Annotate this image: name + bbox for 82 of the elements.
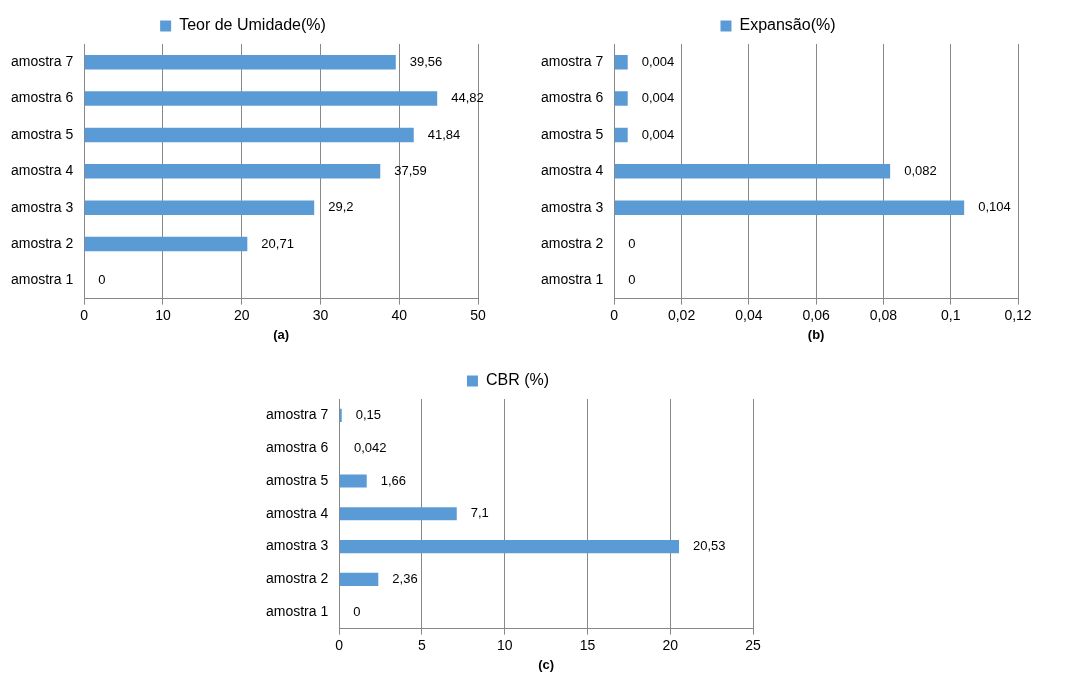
bar (84, 200, 315, 215)
data-label: 0 (628, 271, 636, 287)
data-label: 20,53 (693, 538, 726, 554)
y-tick-label: amostra 1 (541, 271, 604, 288)
bar (339, 540, 680, 554)
y-tick-label: amostra 2 (541, 234, 604, 251)
y-tick-label: amostra 6 (11, 89, 74, 106)
y-tick-label: amostra 7 (266, 406, 329, 423)
y-tick-label: amostra 6 (541, 89, 604, 106)
x-tick-label: 40 (391, 306, 408, 323)
y-tick-label: amostra 1 (11, 271, 74, 288)
data-label: 41,84 (427, 126, 461, 142)
x-tick-label: 20 (233, 306, 250, 323)
data-label: 0,004 (641, 126, 675, 142)
y-tick-label: amostra 7 (11, 53, 74, 70)
bar (614, 91, 628, 106)
data-label: 1,66 (380, 472, 407, 488)
bar (84, 91, 438, 106)
y-tick-label: amostra 4 (541, 162, 604, 179)
data-label: 0,042 (353, 439, 387, 455)
bar (84, 236, 248, 252)
x-tick-label: 0,04 (735, 306, 763, 323)
x-tick-label: 0,02 (667, 306, 696, 323)
bar (339, 572, 379, 586)
y-tick-label: amostra 2 (266, 570, 329, 587)
legend-label: CBR (%) (485, 371, 550, 389)
x-tick-label: 10 (155, 306, 171, 323)
bar (614, 164, 891, 179)
y-tick-label: amostra 1 (266, 603, 329, 620)
legend-label: Expansão(%) (739, 16, 836, 34)
y-tick-label: amostra 3 (266, 537, 329, 554)
x-tick-label: 30 (312, 306, 329, 323)
legend-label: Teor de Umidade(%) (179, 16, 326, 34)
y-tick-label: amostra 4 (266, 504, 329, 521)
data-label: 20,71 (261, 235, 294, 251)
x-tick-label: 0,1 (940, 306, 961, 323)
y-tick-label: amostra 5 (266, 471, 329, 488)
y-tick-label: amostra 7 (541, 53, 604, 70)
y-tick-label: amostra 2 (11, 234, 74, 251)
data-label: 0,004 (641, 53, 675, 69)
x-tick-label: 0,06 (802, 306, 830, 323)
data-label: 0,104 (978, 199, 1011, 215)
x-tick-label: 0 (335, 636, 344, 653)
data-label: 0,15 (355, 406, 382, 422)
bar (614, 200, 965, 215)
y-tick-label: amostra 3 (11, 198, 74, 215)
x-tick-label: 10 (496, 636, 513, 653)
data-label: 0 (353, 603, 361, 619)
bar (339, 474, 367, 488)
x-tick-label: 0 (80, 306, 89, 323)
x-tick-label: 25 (745, 636, 761, 653)
bar (614, 54, 628, 70)
data-label: 39,56 (409, 53, 443, 69)
x-axis-title: (a) (273, 326, 290, 342)
x-tick-label: 0,08 (869, 306, 898, 323)
data-label: 0 (98, 271, 106, 287)
data-label: 0,004 (641, 90, 675, 106)
bar (84, 164, 381, 179)
x-tick-label: 20 (662, 636, 679, 653)
y-tick-label: amostra 4 (11, 162, 74, 179)
bar (339, 507, 457, 521)
x-tick-label: 0 (610, 306, 619, 323)
y-tick-label: amostra 5 (11, 125, 74, 142)
y-tick-label: amostra 3 (541, 198, 604, 215)
data-label: 0,082 (904, 162, 937, 178)
x-tick-label: 0,12 (1004, 306, 1032, 323)
data-label: 0 (628, 235, 636, 251)
y-tick-label: amostra 6 (266, 439, 329, 456)
data-label: 7,1 (470, 505, 489, 521)
x-tick-label: 50 (470, 306, 486, 323)
bar (84, 127, 414, 143)
data-label: 37,59 (394, 162, 427, 178)
x-axis-title: (c) (538, 656, 555, 672)
y-tick-label: amostra 5 (541, 125, 604, 142)
data-label: 44,82 (451, 90, 484, 106)
bar (614, 127, 628, 143)
x-tick-label: 15 (579, 636, 596, 653)
data-label: 2,36 (392, 570, 418, 586)
bar (84, 54, 396, 70)
x-axis-title: (b) (807, 326, 825, 342)
data-label: 29,2 (328, 199, 354, 215)
x-tick-label: 5 (418, 636, 427, 653)
